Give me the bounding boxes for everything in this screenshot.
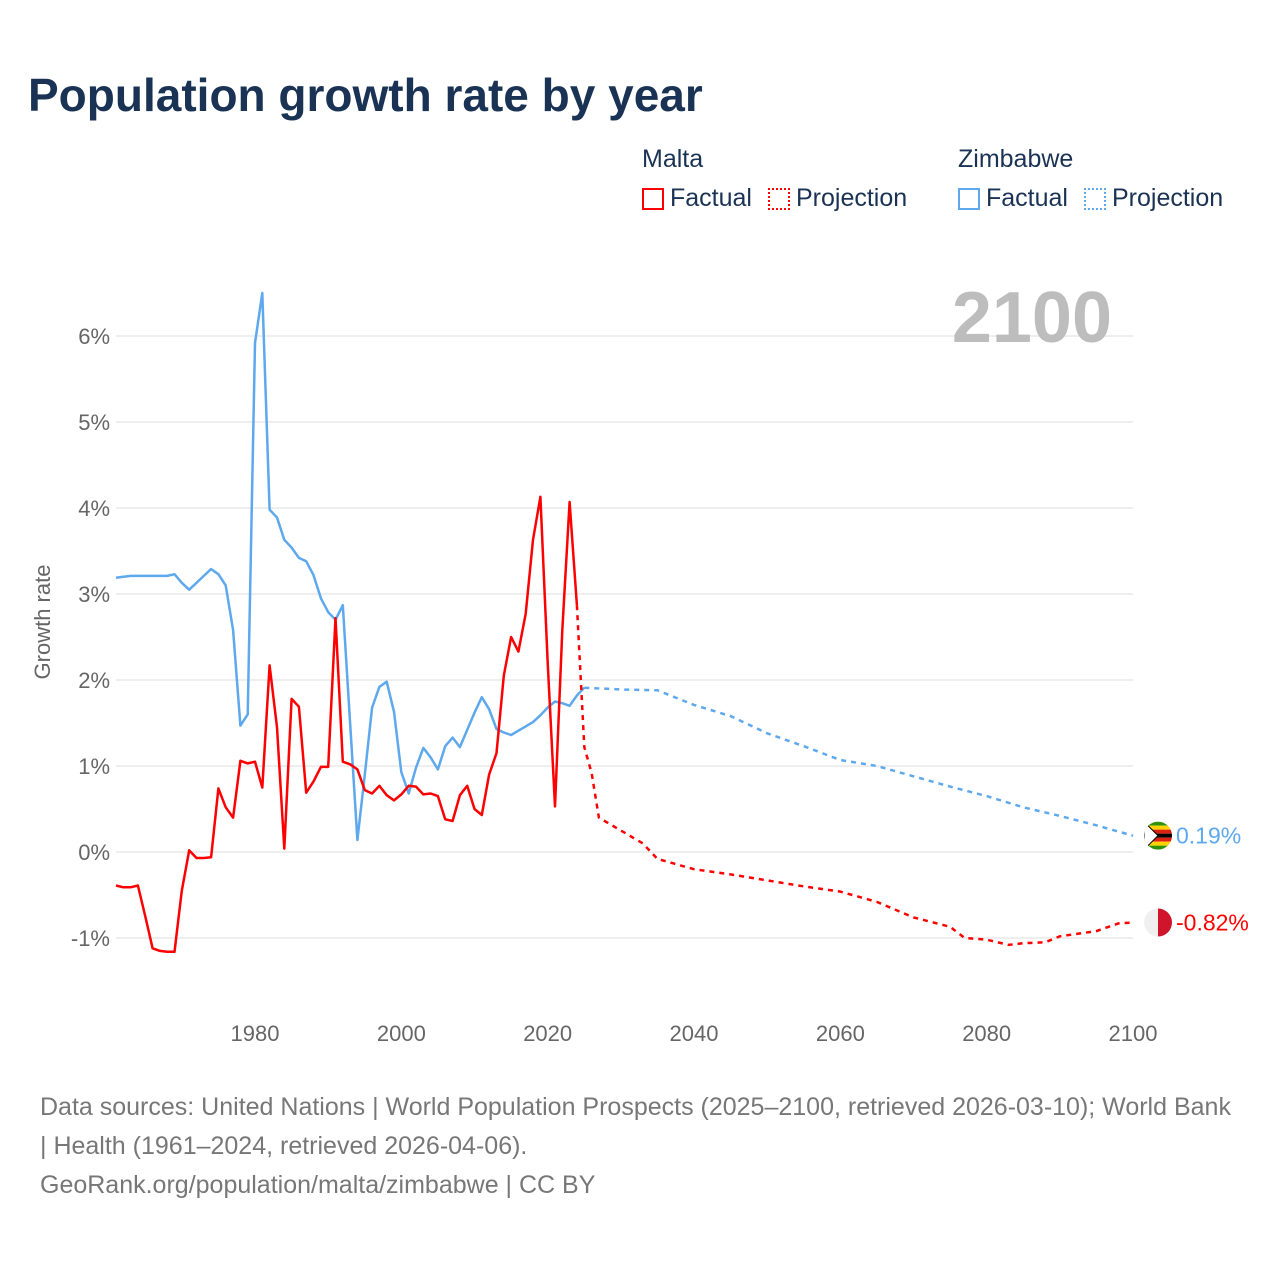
flag-triangle [1144, 821, 1159, 850]
legend-zimbabwe: Zimbabwe Factual Projection [958, 145, 1223, 213]
x-tick-label: 2000 [377, 1021, 426, 1046]
malta-factual-line [115, 495, 579, 954]
solid-swatch-icon [642, 187, 664, 210]
footer: Data sources: United Nations | World Pop… [40, 1088, 1240, 1205]
solid-swatch-icon [958, 187, 980, 210]
chart-title: Population growth rate by year [28, 69, 703, 121]
credit-link[interactable]: GeoRank.org/population/malta/zimbabwe | … [40, 1171, 596, 1199]
legend-label: Factual [986, 184, 1068, 212]
flag-stripe [1144, 821, 1172, 826]
flag [1144, 908, 1172, 937]
x-tick-label: 2020 [523, 1021, 572, 1046]
legend-label: Projection [795, 184, 908, 212]
flag-stripe [1144, 841, 1172, 846]
y-tick-label: 1% [78, 754, 110, 779]
legend-malta-projection[interactable]: Projection [767, 184, 908, 213]
legend-malta: Malta Factual Projection [642, 145, 907, 213]
legend-malta-name: Malta [642, 145, 704, 173]
y-tick-label: 2% [78, 668, 110, 693]
flag-stripe [1144, 825, 1172, 830]
flag-red [1158, 908, 1172, 937]
y-tick-label: 5% [78, 410, 110, 435]
y-tick-label: 6% [78, 324, 110, 349]
zimbabwe-end-label: 0.19% [1176, 823, 1241, 849]
x-tick-label: 2100 [1109, 1021, 1158, 1046]
legend-zimbabwe-projection[interactable]: Projection [1083, 184, 1224, 213]
dotted-swatch-icon [1083, 187, 1106, 210]
legend-zimbabwe-name: Zimbabwe [958, 145, 1074, 173]
y-tick-label: 3% [78, 582, 110, 607]
malta-projection-line [575, 605, 1134, 947]
legend-label: Factual [670, 184, 752, 212]
flag-stripe [1144, 829, 1172, 834]
dotted-swatch-icon [767, 187, 790, 210]
y-tick-label: 0% [78, 840, 110, 865]
x-tick-label: 1980 [231, 1021, 280, 1046]
data-sources: Data sources: United Nations | World Pop… [40, 1093, 1231, 1160]
x-tick-label: 2040 [670, 1021, 719, 1046]
y-tick-label: 4% [78, 496, 110, 521]
zimbabwe-flag-icon [1144, 821, 1172, 850]
y-tick-label: -1% [71, 926, 110, 951]
legend-zimbabwe-factual[interactable]: Factual [958, 184, 1068, 213]
y-axis-label: Growth rate [30, 565, 55, 680]
flag-white [1144, 908, 1158, 937]
x-tick-label: 2060 [816, 1021, 865, 1046]
malta-flag-icon [1144, 908, 1172, 937]
flag-stripe [1144, 837, 1172, 842]
zimbabwe-factual-line [115, 291, 586, 842]
x-tick-label: 2080 [962, 1021, 1011, 1046]
zimbabwe-projection-line [584, 686, 1134, 837]
legend-label: Projection [1111, 184, 1224, 212]
flag [1144, 821, 1172, 850]
flag-stripe [1144, 845, 1172, 850]
malta-end-label: -0.82% [1176, 910, 1249, 936]
current-year-label: 2100 [952, 278, 1112, 358]
legend-malta-factual[interactable]: Factual [642, 184, 752, 213]
